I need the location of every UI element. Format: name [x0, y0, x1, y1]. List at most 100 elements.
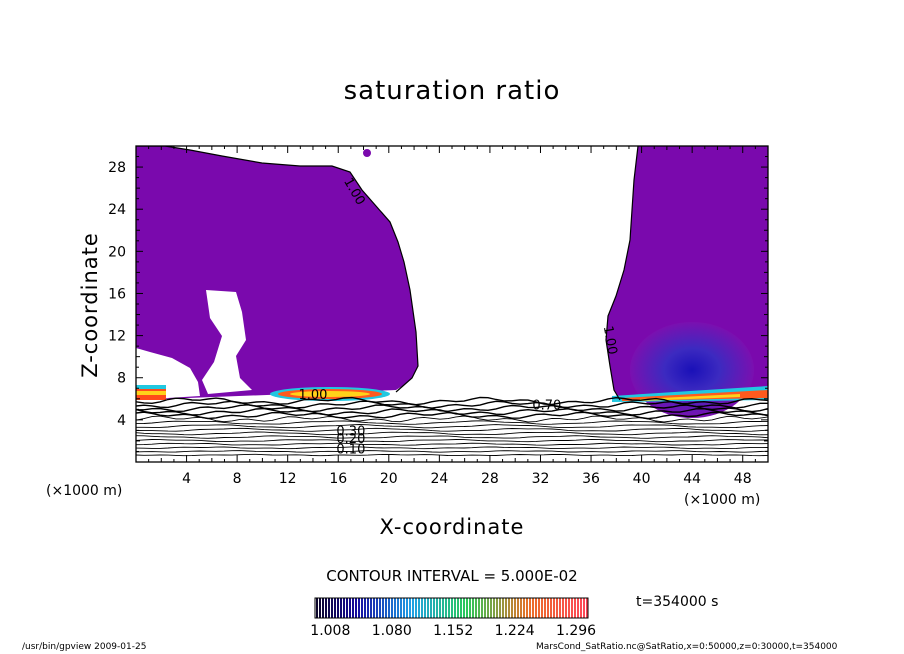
colorbar-strip	[484, 598, 486, 618]
x-tick-label: 44	[683, 471, 701, 487]
colorbar-strip	[427, 598, 429, 618]
y-tick-label: 12	[108, 329, 126, 345]
colorbar-strip	[532, 598, 534, 618]
colorbar-strip	[319, 598, 321, 618]
colorbar-tick-label: 1.152	[433, 623, 474, 639]
colorbar-strip	[424, 598, 426, 618]
colorbar-strip	[472, 598, 474, 618]
colorbar-strip	[550, 598, 552, 618]
colorbar-strip	[577, 598, 579, 618]
x-tick-label: 28	[481, 471, 499, 487]
y-tick-label: 28	[108, 160, 126, 176]
colorbar-strip	[556, 598, 558, 618]
x-axis-label: X-coordinate	[379, 515, 525, 539]
contour-interval-label: CONTOUR INTERVAL = 5.000E-02	[326, 567, 578, 585]
colorbar-frame	[314, 597, 589, 619]
colorbar-strip	[370, 598, 372, 618]
x-tick-label: 40	[633, 471, 651, 487]
colorbar-strip	[457, 598, 459, 618]
colorbar-strip	[346, 598, 348, 618]
contour-line	[136, 435, 768, 439]
colorbar-strip	[469, 598, 471, 618]
chart-title: saturation ratio	[343, 76, 561, 106]
colorbar-strip	[451, 598, 453, 618]
colorbar-strip	[460, 598, 462, 618]
colorbar-strip	[517, 598, 519, 618]
colorbar-strip	[364, 598, 366, 618]
colorbar-tick-label: 1.224	[494, 623, 535, 639]
x-axis-unit: (×1000 m)	[684, 492, 761, 508]
contour-labels: 1.001.001.000.700.300.200.10	[298, 175, 619, 457]
colorbar-strip	[541, 598, 543, 618]
colorbar-tick-label: 1.080	[371, 623, 412, 639]
colorbar-strip	[418, 598, 420, 618]
x-tick-label: 4	[182, 471, 191, 487]
colorbar-strip	[349, 598, 351, 618]
colorbar-strip	[328, 598, 330, 618]
colorbar-strip	[463, 598, 465, 618]
colorbar-strip	[454, 598, 456, 618]
colorbar-tick-label: 1.008	[310, 623, 351, 639]
colorbar-strip	[340, 598, 342, 618]
colorbar-strip	[511, 598, 513, 618]
colorbar-strip	[394, 598, 396, 618]
colorbar-strip	[568, 598, 570, 618]
colorbar-strip	[334, 598, 336, 618]
footer-left: /usr/bin/gpview 2009-01-25	[22, 642, 147, 652]
contour-line	[136, 442, 768, 446]
x-tick-label: 24	[430, 471, 448, 487]
colorbar-strip	[448, 598, 450, 618]
contour-line	[136, 450, 768, 453]
colorbar-strip	[388, 598, 390, 618]
contour-line	[136, 453, 768, 457]
colorbar-strip	[337, 598, 339, 618]
colorbar-strip	[316, 598, 318, 618]
colorbar-strip	[466, 598, 468, 618]
colorbar-strip	[439, 598, 441, 618]
x-tick-label: 12	[279, 471, 297, 487]
contour-line	[136, 431, 768, 436]
contour-label: 0.20	[336, 432, 365, 447]
colorbar-strip	[559, 598, 561, 618]
colorbar-strip	[415, 598, 417, 618]
footer-right: MarsCond_SatRatio.nc@SatRatio,x=0:50000,…	[536, 642, 838, 652]
colorbar-strip	[379, 598, 381, 618]
contour-line	[605, 146, 639, 401]
saturation-fill-regions	[136, 146, 768, 418]
colorbar-strip	[409, 598, 411, 618]
x-tick-label: 16	[329, 471, 347, 487]
colorbar-strip	[544, 598, 546, 618]
contour-label: 0.10	[336, 443, 365, 458]
colorbar-strip	[436, 598, 438, 618]
colorbar-strip	[403, 598, 405, 618]
x-tick-label: 32	[532, 471, 550, 487]
time-label: t=354000 s	[636, 594, 719, 610]
colorbar-strip	[325, 598, 327, 618]
colorbar-strip	[538, 598, 540, 618]
colorbar-strip	[571, 598, 573, 618]
colorbar-strip	[385, 598, 387, 618]
colorbar-strip	[382, 598, 384, 618]
colorbar-strip	[514, 598, 516, 618]
colorbar-strip	[361, 598, 363, 618]
colorbar-strip	[355, 598, 357, 618]
colorbar-strip	[526, 598, 528, 618]
colorbar-strip	[442, 598, 444, 618]
contour-line	[136, 407, 768, 416]
contour-line	[136, 404, 768, 413]
colorbar-tick-label: 1.296	[556, 623, 597, 639]
colorbar-strip	[496, 598, 498, 618]
colorbar-strip	[400, 598, 402, 618]
left-saturated-region	[136, 146, 418, 400]
y-tick-label: 16	[108, 286, 126, 302]
x-tick-label: 36	[582, 471, 600, 487]
colorbar-strip	[586, 598, 588, 618]
colorbar-strip	[490, 598, 492, 618]
colorbar-strip	[478, 598, 480, 618]
contour-label: 1.00	[600, 325, 620, 356]
colorbar-strip	[421, 598, 423, 618]
x-tick-label: 20	[380, 471, 398, 487]
colorbar-strip	[367, 598, 369, 618]
